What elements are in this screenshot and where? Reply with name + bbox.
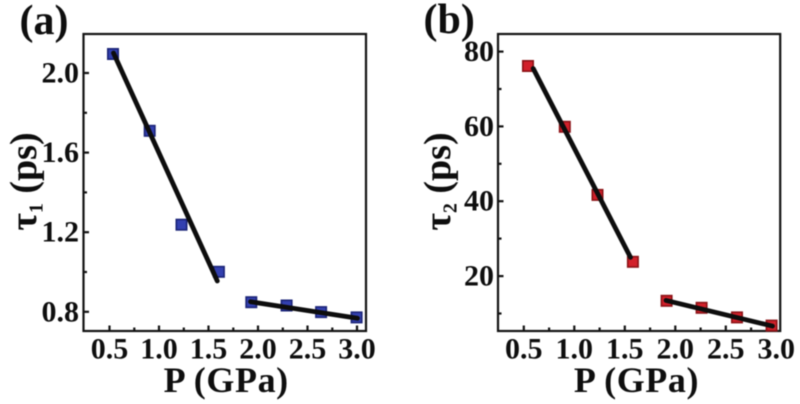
svg-text:1.5: 1.5: [606, 333, 644, 366]
svg-text:1.5: 1.5: [190, 333, 228, 366]
svg-text:τ1 (ps): τ1 (ps): [3, 132, 48, 230]
svg-text:P (GPa): P (GPa): [164, 360, 289, 400]
svg-text:1.2: 1.2: [42, 216, 80, 249]
svg-text:0.5: 0.5: [91, 333, 129, 366]
svg-text:2.0: 2.0: [42, 57, 80, 90]
svg-text:1.6: 1.6: [42, 136, 80, 169]
svg-text:2.5: 2.5: [707, 333, 745, 366]
svg-text:(a): (a): [20, 0, 69, 44]
svg-text:0.5: 0.5: [505, 333, 543, 366]
svg-text:2.0: 2.0: [239, 333, 277, 366]
svg-text:2.0: 2.0: [657, 333, 695, 366]
svg-text:τ2 (ps): τ2 (ps): [417, 132, 462, 230]
svg-text:40: 40: [464, 185, 494, 218]
svg-text:60: 60: [464, 110, 494, 143]
svg-text:80: 80: [464, 35, 494, 68]
svg-text:3.0: 3.0: [338, 333, 376, 366]
svg-text:0.8: 0.8: [42, 295, 80, 328]
svg-text:P (GPa): P (GPa): [574, 360, 699, 400]
svg-text:20: 20: [464, 260, 494, 293]
svg-text:1.0: 1.0: [140, 333, 178, 366]
svg-text:2.5: 2.5: [289, 333, 327, 366]
svg-text:(b): (b): [424, 0, 475, 43]
svg-text:1.0: 1.0: [556, 333, 594, 366]
svg-text:3.0: 3.0: [758, 333, 796, 366]
